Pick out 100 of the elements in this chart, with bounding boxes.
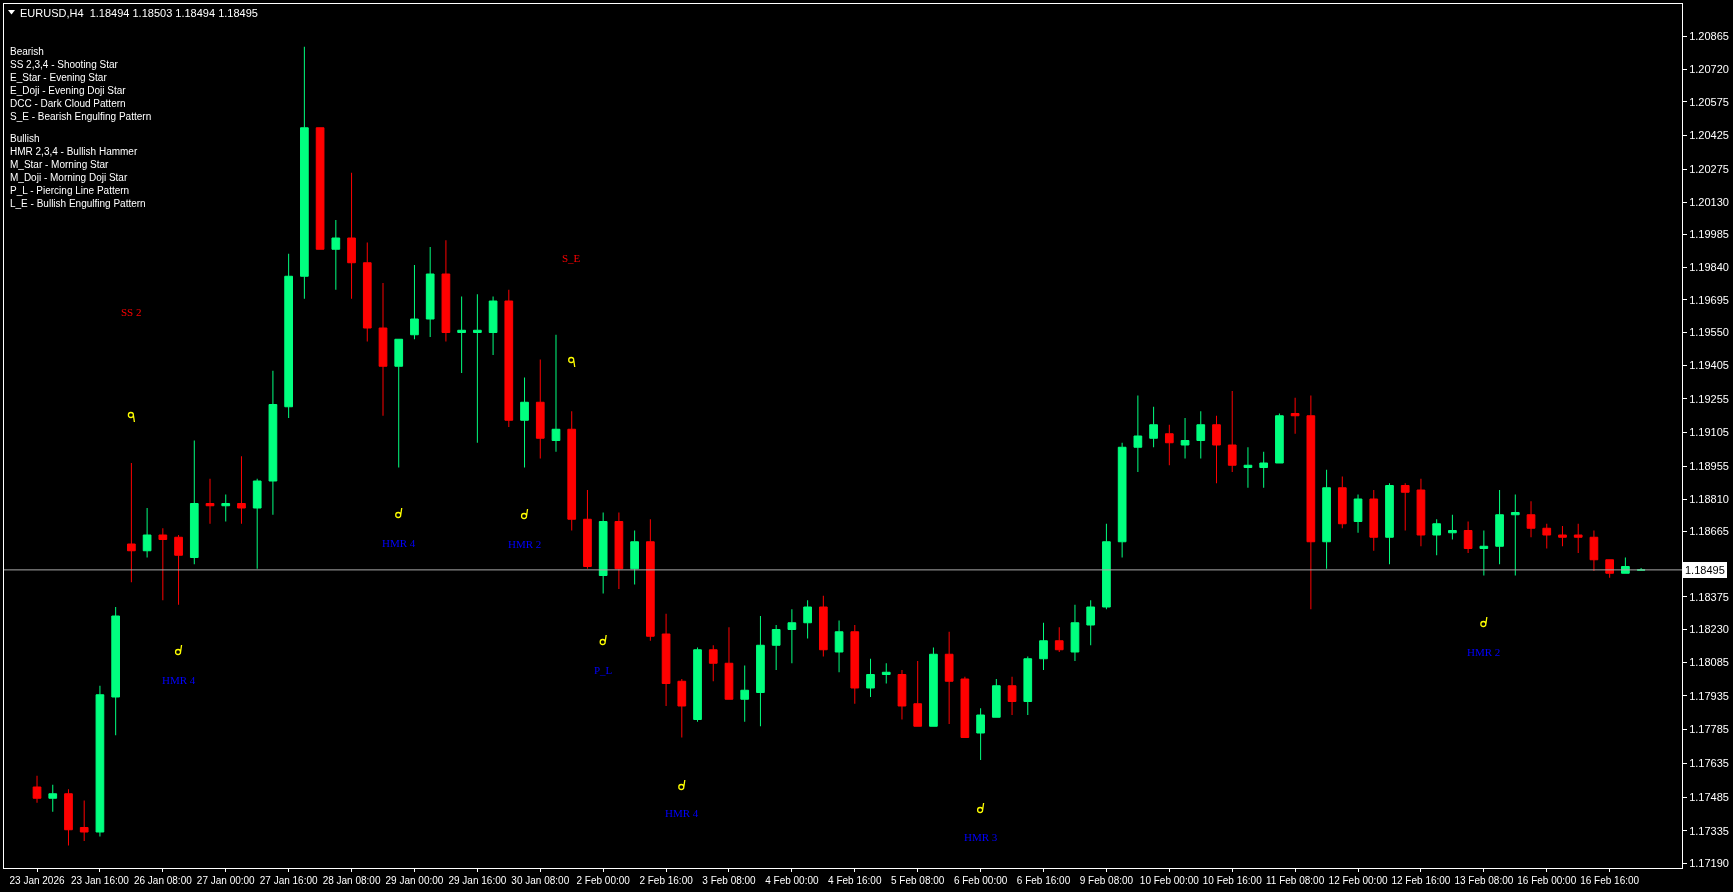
candlestick — [473, 293, 482, 444]
candlestick — [551, 334, 561, 453]
candlestick — [1495, 489, 1504, 565]
y-tick-label: 1.17485 — [1689, 790, 1729, 803]
x-tick-label: 16 Feb 16:00 — [1580, 875, 1640, 886]
y-tick-label: 1.18230 — [1689, 623, 1729, 636]
candlestick — [944, 631, 954, 725]
chart-title: EURUSD,H4 1.18494 1.18503 1.18494 1.18495 — [20, 6, 258, 19]
candlestick — [1589, 530, 1599, 572]
candlestick — [1164, 424, 1174, 466]
candlestick — [929, 647, 938, 727]
candlestick — [1369, 489, 1379, 552]
candlestick — [881, 662, 891, 684]
x-tick-label: 6 Feb 16:00 — [1016, 875, 1071, 886]
y-tick-label: 1.20130 — [1689, 195, 1729, 208]
candlestick — [693, 647, 702, 723]
candlestick — [1385, 482, 1394, 565]
x-tick-label: 30 Jan 08:00 — [511, 875, 570, 886]
candlestick — [1463, 521, 1473, 554]
candlestick — [48, 784, 58, 813]
candlestick — [1007, 676, 1017, 716]
x-tick-label: 9 Feb 08:00 — [1079, 875, 1134, 886]
candlestick — [1542, 523, 1552, 549]
x-tick-label: 23 Jan 16:00 — [71, 875, 130, 886]
x-tick-label: 27 Jan 16:00 — [259, 875, 318, 886]
candlestick — [410, 264, 419, 340]
y-tick-label: 1.20275 — [1689, 163, 1729, 176]
y-tick-label: 1.20425 — [1689, 129, 1729, 142]
y-tick-label: 1.19105 — [1689, 426, 1729, 439]
x-tick-label: 2 Feb 00:00 — [576, 875, 631, 886]
candlestick — [991, 678, 1001, 718]
candlestick — [347, 172, 356, 300]
candlestick — [535, 359, 545, 459]
x-tick-label: 6 Feb 00:00 — [953, 875, 1008, 886]
candlestick — [567, 410, 577, 531]
candlestick — [1212, 415, 1221, 484]
candlestick — [724, 626, 734, 700]
candlestick — [1432, 518, 1442, 556]
candlestick — [362, 242, 372, 342]
candlestick — [174, 534, 183, 606]
annotation: P_L — [594, 664, 613, 676]
candlestick — [520, 377, 529, 468]
candlestick — [1510, 494, 1520, 576]
annotation: HMR 3 — [964, 831, 998, 843]
candlestick — [300, 46, 309, 300]
candlestick — [1259, 451, 1269, 489]
candlestick — [1133, 395, 1143, 473]
candlestick — [771, 624, 781, 671]
candlestick — [1400, 482, 1410, 531]
x-tick-label: 26 Jan 08:00 — [133, 875, 193, 886]
candlestick — [1039, 622, 1048, 671]
candlestick — [740, 665, 750, 723]
candlestick — [1416, 478, 1426, 547]
candlestick — [488, 296, 498, 356]
candlestick — [158, 527, 168, 601]
candlestick — [1322, 469, 1331, 570]
annotation: Bullish HMR 2,3,4 - Bullish Hammer M_Star - Morning Star M_Doji - Morning Doji Star P_L - Piercing Line Pattern L_E - Bullish Engulfing Pattern — [10, 133, 146, 209]
candlestick — [787, 608, 797, 664]
candlestick — [1102, 523, 1111, 610]
candlestick — [1558, 525, 1567, 547]
y-tick-label: 1.20575 — [1689, 95, 1729, 108]
candlestick — [1526, 500, 1536, 538]
y-tick-label: 1.17785 — [1689, 723, 1729, 736]
candlestick — [331, 219, 341, 291]
x-tick-label: 10 Feb 00:00 — [1139, 875, 1200, 886]
annotation: HMR 2 — [1467, 646, 1501, 658]
annotation: SS 2 — [121, 306, 142, 318]
candlestick — [677, 678, 687, 738]
candlestick — [1070, 604, 1080, 662]
candlestick — [315, 127, 325, 250]
candlestick — [1227, 390, 1237, 473]
candlestick — [1290, 397, 1300, 435]
candlestick — [1275, 413, 1284, 464]
candlestick — [1023, 656, 1033, 716]
candlestick — [1353, 494, 1363, 534]
candlestick — [441, 239, 451, 342]
candlestick — [1117, 442, 1127, 558]
candlestick — [897, 669, 907, 720]
candlestick — [913, 660, 923, 727]
candlestick — [1448, 514, 1457, 540]
y-tick-label: 1.17935 — [1689, 689, 1729, 702]
y-tick-label: 1.17190 — [1689, 857, 1729, 870]
candlestick — [284, 253, 293, 419]
candlestick — [708, 644, 718, 682]
candlestick — [252, 478, 262, 570]
annotation: Bearish SS 2,3,4 - Shooting Star E_Star - Evening Star E_Doji - Evening Doji Star DCC - Dark Cloud Pattern S_E - Bearish Engulfing Pattern — [10, 46, 152, 122]
candlestick — [79, 800, 89, 842]
x-tick-label: 11 Feb 08:00 — [1266, 875, 1325, 886]
annotation: HMR 2 — [508, 538, 542, 550]
candlestick — [866, 658, 875, 698]
x-tick-label: 27 Jan 00:00 — [196, 875, 256, 886]
x-tick-label: 16 Feb 00:00 — [1517, 875, 1577, 886]
candlestick — [1180, 417, 1190, 459]
ref-line-label: 1.18495 — [1685, 564, 1725, 576]
y-tick-label: 1.18955 — [1689, 460, 1729, 473]
candlestick — [221, 494, 231, 522]
y-tick-label: 1.19985 — [1689, 228, 1729, 241]
y-tick-label: 1.19550 — [1689, 326, 1729, 339]
x-tick-label: 13 Feb 08:00 — [1454, 875, 1514, 886]
x-tick-label: 3 Feb 08:00 — [702, 875, 757, 886]
